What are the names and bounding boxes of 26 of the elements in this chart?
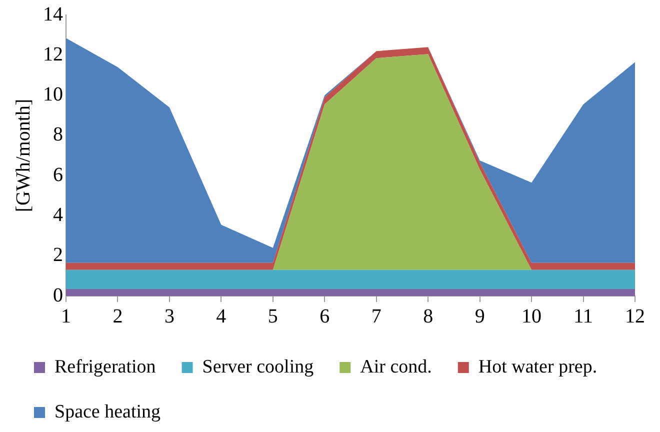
x-tick-label: 8: [423, 305, 434, 328]
y-tick-label: 0: [53, 284, 63, 306]
y-tick-label: 6: [53, 164, 63, 186]
x-tick-label: 5: [268, 305, 278, 328]
y-axis-title: [GWh/month]: [12, 98, 34, 212]
x-tick-label: 11: [574, 305, 593, 328]
y-tick-label: 8: [53, 124, 63, 146]
x-tick-label: 10: [522, 305, 542, 328]
x-tick-label: 4: [216, 305, 226, 328]
legend-label: Space heating: [54, 401, 162, 422]
y-tick-label: 10: [43, 84, 63, 106]
x-tick-label: 12: [625, 305, 645, 328]
y-tick-label: 14: [43, 3, 63, 26]
legend-label: Server cooling: [202, 356, 314, 378]
y-tick-label: 12: [43, 43, 63, 66]
x-tick-label: 3: [164, 305, 174, 328]
x-tick-label: 2: [112, 305, 123, 328]
x-tick-label: 1: [61, 305, 71, 328]
y-tick-label: 2: [53, 244, 63, 266]
x-tick-label: 7: [371, 305, 382, 328]
y-tick-label: 4: [53, 204, 63, 226]
x-tick-label: 6: [320, 305, 330, 328]
x-tick-label: 9: [474, 305, 485, 328]
legend-label: Hot water prep.: [478, 356, 598, 378]
legend-label: Air cond.: [360, 356, 432, 378]
legend-label: Refrigeration: [54, 356, 156, 378]
